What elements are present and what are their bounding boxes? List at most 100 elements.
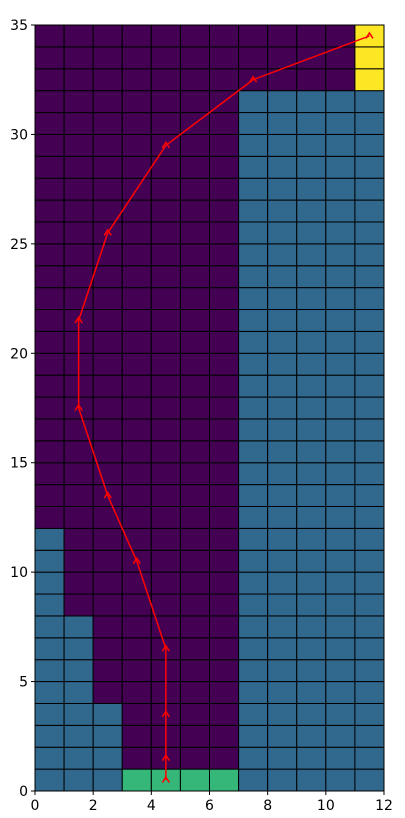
grid-cell-wall [267, 527, 298, 551]
grid-cell-free [92, 24, 123, 48]
grid-cell-free [150, 243, 181, 267]
grid-cell-wall [296, 418, 327, 442]
grid-cell-wall [34, 549, 65, 573]
grid-cell-free [63, 571, 94, 595]
grid-cell-free [179, 702, 211, 726]
path-point [161, 644, 171, 652]
grid-cell-free [209, 484, 240, 507]
grid-cell-free [34, 440, 65, 464]
grid-cell-free [92, 90, 123, 114]
grid-cell-wall [354, 505, 385, 529]
grid-cell-free [92, 177, 123, 201]
grid-cell-wall [238, 462, 269, 486]
grid-cell-wall [354, 571, 385, 595]
grid-cell-free [179, 352, 211, 376]
grid-cell-wall [238, 593, 269, 617]
grid-cell-wall [354, 702, 385, 726]
grid-cell-free [34, 265, 65, 289]
grid-cell-wall [267, 659, 298, 683]
grid-cell-free [92, 637, 123, 661]
grid-cell-free [150, 221, 181, 245]
grid-cell-wall [92, 724, 123, 748]
axes: 0 2 4 6 8 10 12 0 5 10 15 20 25 30 35 [10, 18, 393, 814]
grid-cell-free [63, 484, 94, 507]
grid-cell-wall [354, 243, 385, 267]
grid-cell-free [150, 177, 181, 201]
grid-cell-free [92, 549, 123, 573]
grid-cell-free [63, 177, 94, 201]
path-point [74, 316, 83, 324]
grid-cell-free [150, 24, 181, 48]
grid-cell-wall [267, 571, 298, 595]
grid-cell-free [34, 374, 65, 398]
grid-cell-wall [238, 199, 269, 223]
grid-cell-wall [325, 90, 356, 114]
grid-cell-wall [238, 287, 269, 311]
grid-cell-wall [238, 549, 269, 573]
grid-cell-free [121, 309, 152, 332]
grid-cell-free [121, 462, 152, 486]
grid-cell-wall [296, 702, 327, 726]
grid-cell-free [179, 24, 211, 48]
x-tick-label: 2 [89, 798, 98, 814]
grid-cell-wall [267, 90, 298, 114]
path-series [74, 31, 374, 783]
grid-cell-free [121, 681, 152, 704]
grid-cell-free [63, 68, 94, 92]
grid-cell-free [150, 287, 181, 311]
grid-cell-free [209, 440, 240, 464]
grid-cell-wall [238, 112, 269, 135]
grid-cell-free [92, 396, 123, 420]
grid-cell-wall [63, 615, 94, 639]
grid-cell-wall [267, 505, 298, 529]
grid-cell-wall [325, 352, 356, 376]
grid-cell-wall [238, 702, 269, 726]
grid-cell-wall [354, 681, 385, 704]
grid-cell-free [63, 155, 94, 179]
grid-cell-wall [296, 681, 327, 704]
grid-cell-free [209, 155, 240, 179]
grid-cell-free [150, 374, 181, 398]
grid-cell-free [34, 418, 65, 442]
grid-cell-free [209, 221, 240, 245]
grid-cell-wall [238, 440, 269, 464]
grid-cell-free [150, 593, 181, 617]
grid-cell-wall [325, 418, 356, 442]
grid-cell-free [150, 330, 181, 354]
grid-cell-wall [34, 593, 65, 617]
grid-cell-free [150, 265, 181, 289]
grid-cell-free [179, 177, 211, 201]
grid-cell-wall [238, 352, 269, 376]
grid-cell-wall [238, 724, 269, 748]
grid-cell-wall [296, 571, 327, 595]
grid-cell-wall [238, 637, 269, 661]
grid-cell-free [209, 352, 240, 376]
grid-cell-free [121, 659, 152, 683]
grid-cell-free [121, 505, 152, 529]
grid-cell-wall [325, 724, 356, 748]
grid-cell-wall [354, 724, 385, 748]
grid-cell-free [209, 571, 240, 595]
grid-cell-wall [354, 265, 385, 289]
grid-cell-free [92, 309, 123, 332]
grid-cell-wall [238, 265, 269, 289]
grid-cell-wall [354, 90, 385, 114]
grid-cell-free [92, 46, 123, 70]
grid-cell-wall [296, 549, 327, 573]
grid-cell-wall [296, 374, 327, 398]
grid-cell-free [121, 133, 152, 157]
grid-cell-wall [296, 199, 327, 223]
grid-cell-wall [325, 177, 356, 201]
grid-cell-wall [325, 330, 356, 354]
y-tick-label: 0 [19, 784, 28, 800]
grid-cell-start [179, 768, 211, 792]
grid-cell-wall [267, 418, 298, 442]
grid-cell-free [34, 177, 65, 201]
grid-cell-wall [238, 396, 269, 420]
grid-cell-free [179, 615, 211, 639]
grid-cell-free [209, 177, 240, 201]
grid-cell-wall [267, 724, 298, 748]
grid-cell-wall [325, 571, 356, 595]
grid-cell-wall [354, 396, 385, 420]
grid-cell-wall [296, 746, 327, 770]
